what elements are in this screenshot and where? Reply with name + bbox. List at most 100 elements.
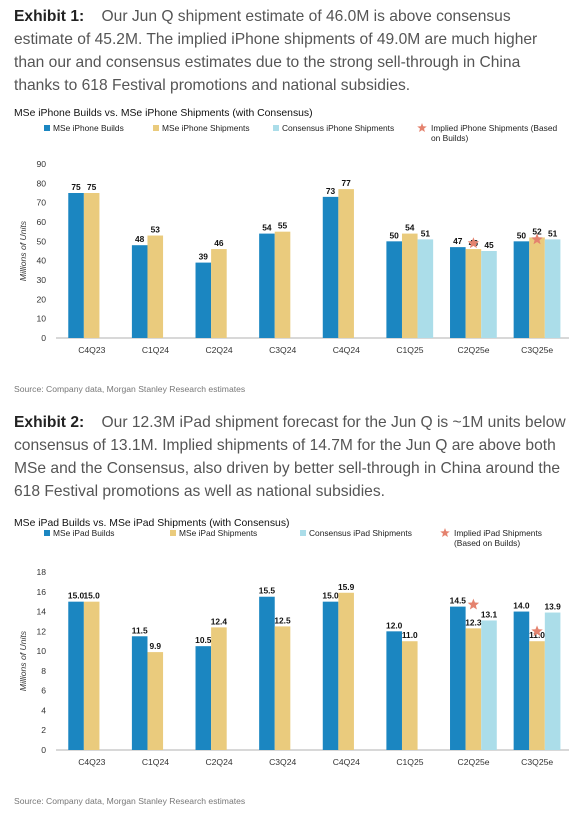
- implied-shipments-star-icon: [467, 237, 480, 249]
- x-tick-label: C4Q23: [78, 757, 105, 767]
- legend-swatch-2: [170, 530, 176, 536]
- data-label: 53: [151, 225, 161, 235]
- bar-builds: [195, 262, 212, 338]
- x-tick-label: C4Q24: [333, 345, 360, 355]
- chart-1-title: MSe iPhone Builds vs. MSe iPhone Shipmen…: [14, 108, 313, 119]
- x-tick-label: C4Q23: [78, 345, 105, 355]
- legend-swatch-3: [300, 530, 306, 536]
- x-tick-label: C3Q25e: [521, 345, 553, 355]
- legend-label-3: Consensus iPhone Shipments: [282, 123, 394, 133]
- bar-shipments: [274, 231, 291, 338]
- x-tick-label: C3Q25e: [521, 757, 553, 767]
- implied-shipments-star-icon: [531, 625, 543, 637]
- bar-builds: [259, 233, 275, 338]
- legend-label-4-line-2: (Based on Builds): [454, 538, 520, 548]
- bar-shipments: [465, 249, 482, 338]
- x-tick-label: C1Q25: [396, 757, 423, 767]
- y-axis-label: Millions of Units: [18, 630, 28, 691]
- data-label: 51: [548, 228, 558, 238]
- bar-shipments: [83, 193, 100, 338]
- data-label: 39: [199, 252, 209, 262]
- data-label: 12.0: [386, 620, 403, 630]
- legend-label-2: MSe iPad Shipments: [179, 528, 257, 538]
- x-tick-label: C2Q24: [205, 345, 232, 355]
- x-tick-label: C4Q24: [333, 757, 360, 767]
- legend-label-1: MSe iPhone Builds: [53, 123, 124, 133]
- data-label: 15.0: [83, 591, 100, 601]
- y-axis-label: Millions of Units: [18, 220, 28, 281]
- implied-shipments-star-icon: [531, 233, 543, 245]
- y-tick-label: 10: [36, 314, 46, 324]
- y-tick-label: 6: [41, 686, 46, 696]
- bar-consensus: [481, 251, 497, 338]
- y-tick-label: 70: [36, 198, 46, 208]
- bar-shipments: [211, 627, 227, 750]
- x-tick-label: C2Q25e: [458, 345, 490, 355]
- implied-shipments-star-icon: [467, 598, 480, 610]
- bar-builds: [386, 631, 402, 750]
- data-label: 73: [326, 186, 336, 196]
- data-label: 11.5: [132, 625, 148, 635]
- legend-star-icon: [440, 528, 450, 538]
- data-label: 12.5: [274, 615, 291, 625]
- exhibit-2-label: Exhibit 2:: [14, 414, 85, 431]
- bar-shipments: [529, 641, 545, 750]
- exhibit-1-text: Exhibit 1: Our Jun Q shipment estimate o…: [14, 5, 569, 97]
- y-tick-label: 2: [41, 725, 46, 735]
- legend-label-4-line-2: on Builds): [431, 133, 468, 143]
- data-label: 52: [532, 226, 542, 236]
- legend-label-2: MSe iPhone Shipments: [162, 123, 250, 133]
- x-tick-label: C2Q25e: [458, 757, 490, 767]
- exhibit-2-source: Source: Company data, Morgan Stanley Res…: [14, 796, 246, 806]
- bar-builds: [259, 596, 275, 750]
- bar-builds: [68, 601, 84, 750]
- data-label: 12.3: [465, 617, 482, 627]
- chart-2-title: MSe iPad Builds vs. MSe iPad Shipments (…: [14, 518, 290, 529]
- bar-shipments: [147, 652, 164, 750]
- legend-label-4-line-1: Implied iPad Shipments: [454, 528, 542, 538]
- y-tick-label: 18: [36, 567, 46, 577]
- exhibit-2-body: Our 12.3M iPad shipment forecast for the…: [14, 414, 566, 500]
- data-label: 48: [135, 234, 145, 244]
- bar-shipments: [529, 237, 545, 338]
- legend-label-4-line-1: Implied iPhone Shipments (Based: [431, 123, 558, 133]
- data-label: 9.9: [149, 641, 161, 651]
- bar-builds: [386, 241, 402, 338]
- bar-consensus: [481, 620, 497, 750]
- data-label: 11.0: [402, 630, 418, 640]
- y-tick-label: 8: [41, 666, 46, 676]
- data-label: 50: [390, 230, 400, 240]
- data-label: 11.0: [529, 630, 545, 640]
- exhibit-1-source: Source: Company data, Morgan Stanley Res…: [14, 384, 246, 394]
- data-label: 15.0: [322, 591, 339, 601]
- chart-1: MSe iPhone Builds MSe iPhone Shipments Con…: [18, 123, 569, 355]
- data-label: 75: [71, 182, 81, 192]
- data-label: 10.5: [195, 635, 212, 645]
- data-label: 14.5: [450, 596, 467, 606]
- data-label: 51: [421, 228, 431, 238]
- data-label: 54: [262, 223, 272, 233]
- y-tick-label: 14: [36, 607, 46, 617]
- y-tick-label: 90: [36, 159, 46, 169]
- y-tick-label: 80: [36, 178, 46, 188]
- y-tick-label: 40: [36, 256, 46, 266]
- bar-builds: [195, 646, 212, 750]
- x-tick-label: C3Q24: [269, 757, 296, 767]
- bar-builds: [450, 606, 466, 750]
- legend-label-1: MSe iPad Builds: [53, 528, 114, 538]
- y-tick-label: 4: [41, 705, 46, 715]
- data-label: 77: [341, 178, 351, 188]
- bar-consensus: [417, 239, 434, 338]
- y-tick-label: 0: [41, 745, 46, 755]
- data-label: 46: [214, 238, 224, 248]
- legend-swatch-3: [273, 125, 279, 131]
- bar-builds: [513, 241, 530, 338]
- x-tick-label: C1Q25: [396, 345, 423, 355]
- data-label: 15.0: [68, 591, 85, 601]
- data-label: 15.9: [338, 582, 355, 592]
- legend-swatch-1: [44, 530, 50, 536]
- legend-star-icon: [417, 123, 427, 133]
- bar-shipments: [401, 641, 418, 750]
- data-label: 45: [484, 240, 494, 250]
- bar-builds: [68, 193, 84, 338]
